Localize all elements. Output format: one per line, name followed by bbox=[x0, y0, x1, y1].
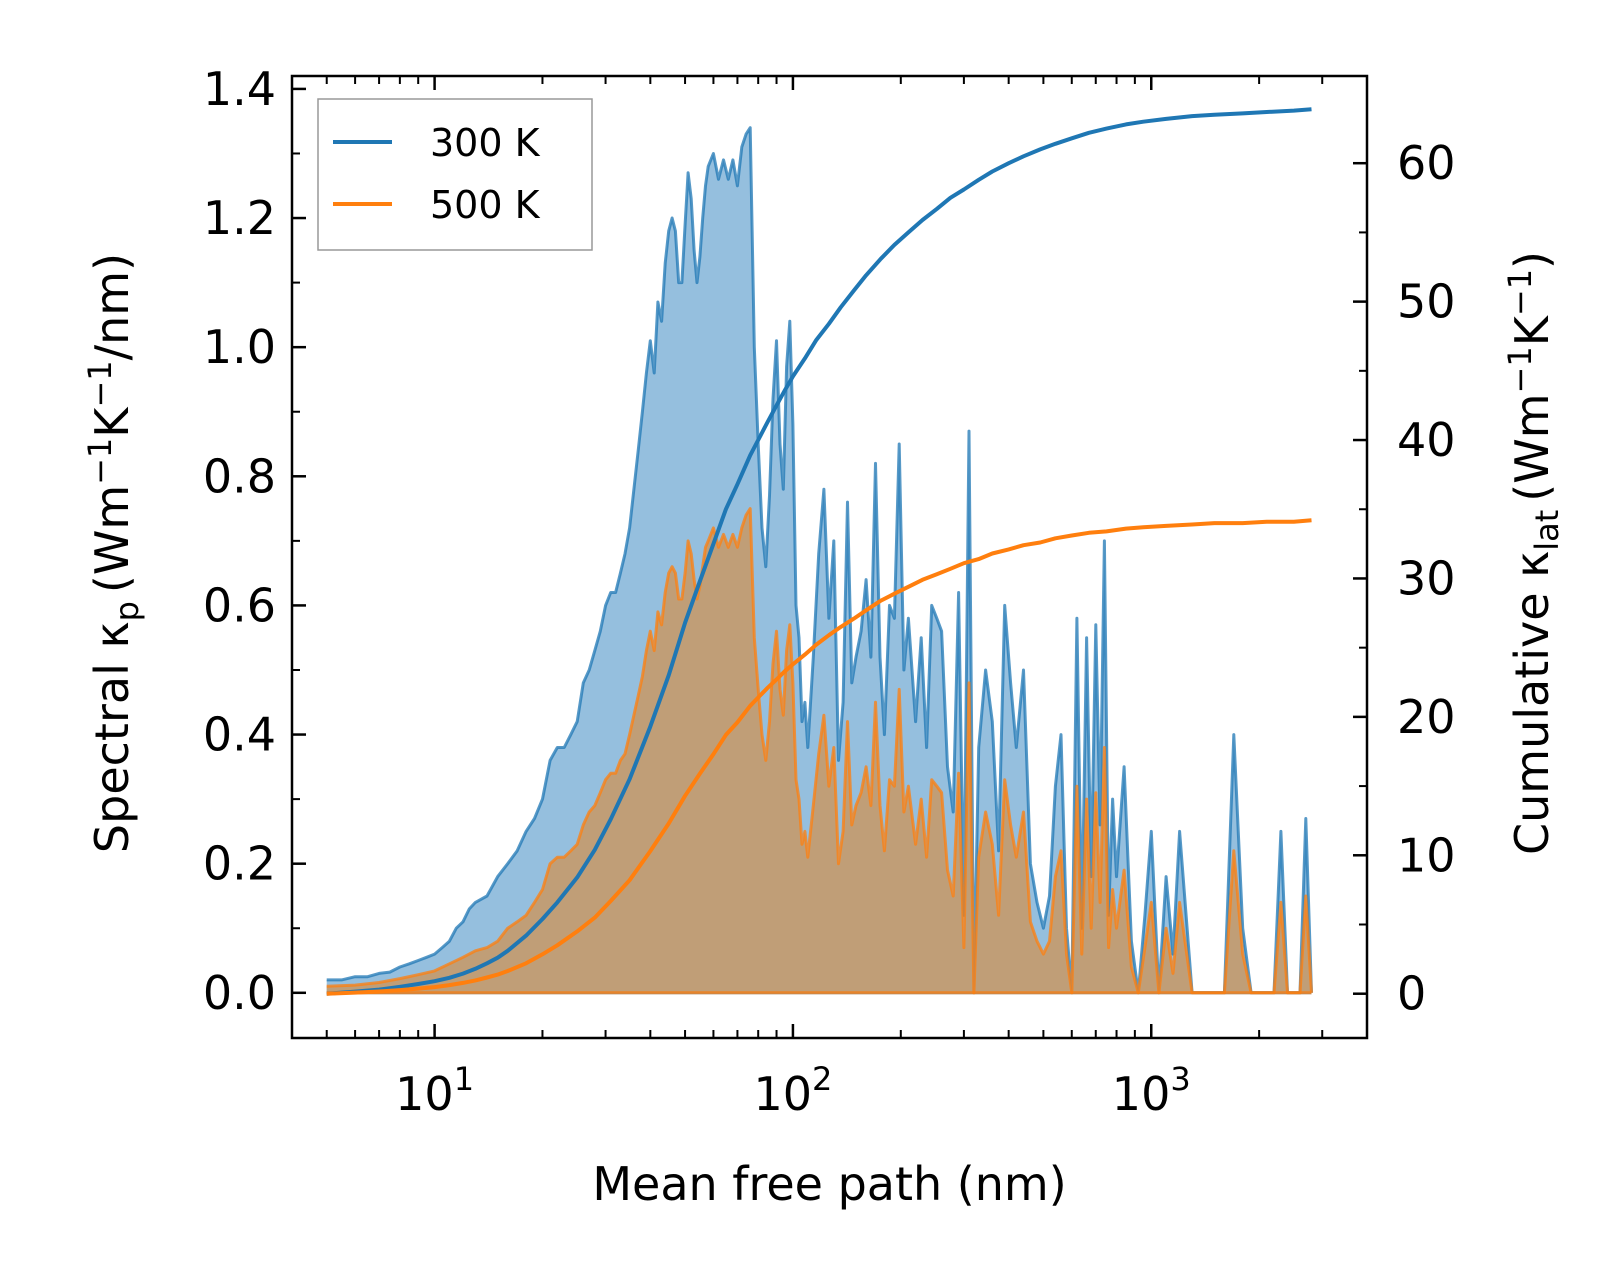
right-y-title-unit-1: (Wm bbox=[1505, 393, 1559, 501]
left-y-title-unit-exp-2: −1 bbox=[81, 360, 119, 407]
left-y-tick-label: 0.2 bbox=[203, 837, 276, 891]
right-y-tick-label: 10 bbox=[1397, 828, 1456, 882]
right-y-tick-label: 30 bbox=[1397, 551, 1456, 605]
left-y-title-unit-3: /nm) bbox=[85, 253, 139, 360]
right-y-tick-label: 0 bbox=[1397, 967, 1426, 1021]
right-y-tick-label: 50 bbox=[1397, 275, 1456, 329]
left-y-title-sub: p bbox=[108, 601, 146, 621]
right-y-title-base: Cumulative κ bbox=[1505, 551, 1559, 855]
left-y-tick-label: 1.2 bbox=[203, 191, 276, 245]
spectral-line-500k bbox=[326, 507, 1313, 995]
left-y-axis-title: Spectral κp(Wm−1K−1/nm) bbox=[81, 253, 146, 853]
left-y-tick-label: 0.0 bbox=[203, 966, 276, 1020]
axis-tick-labels: 101 102 103 0.0 0.2 0.4 0.6 0.8 1.0 1.2 1.4 0 10 20 30… bbox=[203, 62, 1456, 1121]
right-y-title-sub: lat bbox=[1528, 510, 1566, 551]
x-tick-label: 103 bbox=[1112, 1060, 1191, 1121]
axis-ticks bbox=[291, 76, 1368, 1038]
left-y-tick-label: 0.4 bbox=[203, 708, 276, 762]
spectral-line-300k bbox=[326, 126, 1313, 995]
right-y-axis-title: Cumulative κlat(Wm−1K−1) bbox=[1501, 251, 1566, 855]
left-y-tick-label: 0.8 bbox=[203, 449, 276, 503]
axes-frame bbox=[290, 74, 1369, 1040]
left-y-title-unit-2: K bbox=[85, 406, 139, 438]
legend-box bbox=[317, 98, 593, 251]
left-y-tick-label: 0.6 bbox=[203, 578, 276, 632]
right-y-title-unit-3: ) bbox=[1505, 251, 1559, 269]
cumulative-line-300k bbox=[326, 107, 1312, 996]
right-y-tick-label: 40 bbox=[1397, 413, 1456, 467]
left-y-tick-label: 1.4 bbox=[203, 62, 276, 116]
right-y-title-unit-2: K bbox=[1505, 314, 1559, 346]
legend: 300 K 500 K bbox=[317, 98, 593, 251]
cumulative-lines bbox=[326, 107, 1312, 996]
legend-label-300k: 300 K bbox=[430, 121, 541, 165]
plot-area bbox=[326, 107, 1313, 996]
left-y-title-unit-1: (Wm bbox=[85, 485, 139, 593]
legend-label-500k: 500 K bbox=[430, 183, 541, 227]
right-y-title-unit-exp-1: −1 bbox=[1501, 346, 1539, 393]
cumulative-line-500k bbox=[326, 518, 1312, 996]
right-y-title-unit-exp-2: −1 bbox=[1501, 269, 1539, 316]
left-y-tick-label: 1.0 bbox=[203, 320, 276, 374]
left-y-title-unit-exp-1: −1 bbox=[81, 438, 119, 485]
spectral-fills bbox=[326, 126, 1313, 995]
x-tick-label: 102 bbox=[753, 1060, 832, 1121]
x-tick-label: 101 bbox=[395, 1060, 474, 1121]
right-y-tick-label: 20 bbox=[1397, 690, 1456, 744]
left-y-title-base: Spectral κ bbox=[85, 621, 139, 853]
right-y-tick-label: 60 bbox=[1397, 136, 1456, 190]
spectral-area-500k bbox=[326, 508, 1312, 993]
x-axis-title: Mean free path (nm) bbox=[592, 1157, 1066, 1211]
